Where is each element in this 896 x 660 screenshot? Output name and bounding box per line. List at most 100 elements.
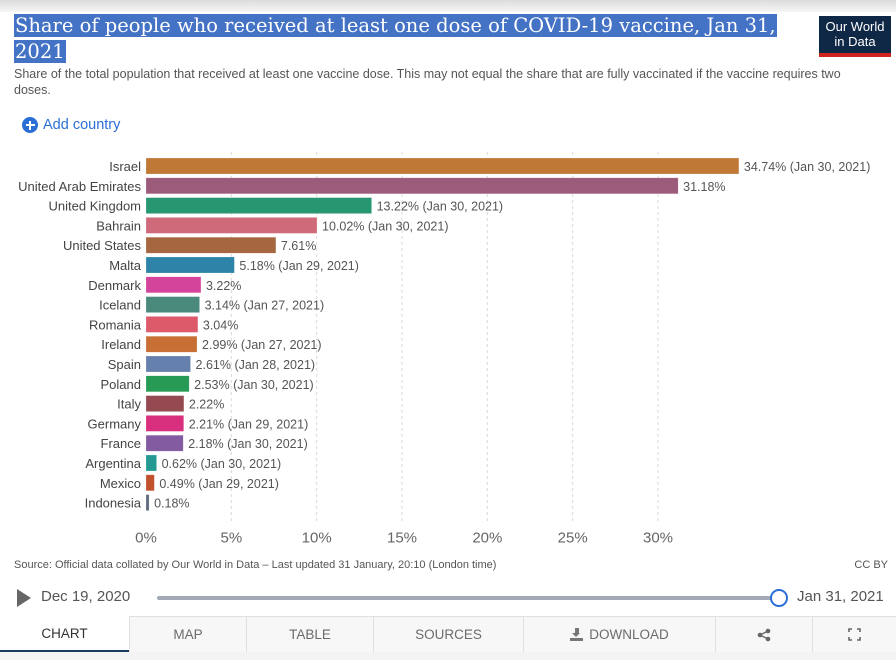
play-icon[interactable] [17, 589, 31, 607]
bar-row[interactable]: Italy 2.22% [117, 395, 224, 412]
value-label: 3.22% [206, 279, 241, 293]
bar[interactable] [145, 474, 155, 492]
category-label: Poland [101, 377, 141, 392]
category-label: United Kingdom [49, 199, 142, 214]
bar-row[interactable]: United States 7.61% [63, 236, 316, 254]
tab-map[interactable]: MAP [129, 616, 246, 652]
tab-sources[interactable]: SOURCES [373, 616, 523, 652]
category-label: Malta [109, 258, 142, 273]
category-label: United Arab Emirates [18, 179, 141, 194]
share-icon [757, 628, 771, 641]
bar[interactable] [145, 454, 157, 472]
value-label: 0.62% (Jan 30, 2021) [162, 457, 282, 471]
value-label: 2.99% (Jan 27, 2021) [202, 338, 322, 352]
value-label: 2.53% (Jan 30, 2021) [194, 378, 314, 392]
x-tick-label: 10% [302, 529, 332, 545]
value-label: 2.18% (Jan 30, 2021) [188, 437, 308, 451]
category-label: Ireland [101, 337, 141, 352]
value-label: 34.74% (Jan 30, 2021) [744, 160, 870, 174]
timeline-track[interactable] [157, 596, 777, 600]
bar-row[interactable]: Mexico 0.49% (Jan 29, 2021) [100, 474, 279, 492]
top-shade [0, 0, 896, 12]
category-label: Iceland [99, 298, 141, 313]
bar-row[interactable]: Indonesia 0.18% [85, 494, 190, 511]
value-label: 2.22% [189, 398, 224, 412]
bar-row[interactable]: Iceland 3.14% (Jan 27, 2021) [99, 296, 325, 313]
category-label: Argentina [85, 456, 141, 471]
bar[interactable] [145, 335, 198, 353]
bar[interactable] [145, 236, 277, 254]
bar-row[interactable]: Malta 5.18% (Jan 29, 2021) [109, 256, 359, 274]
bar[interactable] [145, 197, 372, 214]
bar-row[interactable]: United Arab Emirates 31.18% [18, 177, 726, 195]
bar[interactable] [145, 217, 318, 234]
tab-sources-label: SOURCES [415, 627, 482, 642]
timeline-start-date: Dec 19, 2020 [41, 588, 131, 605]
license-link[interactable]: CC BY [854, 559, 888, 571]
timeline: Dec 19, 2020 Jan 31, 2021 [0, 585, 896, 611]
tab-table-label: TABLE [289, 627, 331, 642]
source-note[interactable]: Source: Official data collated by Our Wo… [14, 559, 497, 571]
bottom-strip [0, 652, 896, 660]
bar[interactable] [145, 415, 184, 432]
bar-row[interactable]: Germany 2.21% (Jan 29, 2021) [88, 415, 309, 432]
category-label: Germany [88, 416, 142, 431]
owid-logo[interactable]: Our World in Data [819, 16, 891, 57]
tab-share[interactable] [715, 616, 812, 652]
value-label: 0.18% [154, 497, 189, 511]
category-label: United States [63, 238, 142, 253]
value-label: 0.49% (Jan 29, 2021) [159, 477, 279, 491]
category-label: Indonesia [85, 496, 142, 511]
category-label: France [101, 436, 141, 451]
x-tick-label: 0% [135, 529, 157, 545]
value-label: 5.18% (Jan 29, 2021) [239, 259, 359, 273]
x-tick-label: 15% [387, 529, 417, 545]
value-label: 7.61% [281, 239, 316, 253]
bar-row[interactable]: United Kingdom 13.22% (Jan 30, 2021) [49, 197, 504, 214]
category-label: Mexico [100, 476, 141, 491]
bar[interactable] [145, 395, 185, 412]
value-label: 3.14% (Jan 27, 2021) [205, 299, 325, 313]
fullscreen-icon [848, 628, 861, 641]
bar[interactable] [145, 316, 199, 333]
bar[interactable] [145, 494, 150, 511]
bar[interactable] [145, 157, 740, 175]
bar-row[interactable]: France 2.18% (Jan 30, 2021) [101, 434, 308, 452]
bar-row[interactable]: Romania 3.04% [89, 316, 238, 333]
value-label: 2.21% (Jan 29, 2021) [189, 417, 309, 431]
value-label: 10.02% (Jan 30, 2021) [322, 219, 448, 233]
value-label: 31.18% [683, 180, 725, 194]
bar-row[interactable]: Denmark 3.22% [88, 276, 241, 294]
add-country-button[interactable]: Add country [22, 117, 120, 133]
x-tick-label: 5% [220, 529, 242, 545]
tab-download[interactable]: DOWNLOAD [523, 616, 715, 652]
title-line-1: Share of people who received at least on… [14, 14, 777, 37]
bar[interactable] [145, 375, 190, 393]
bar-row[interactable]: Argentina 0.62% (Jan 30, 2021) [85, 454, 282, 472]
bar[interactable] [145, 296, 200, 313]
category-label: Bahrain [96, 218, 141, 233]
bar-row[interactable]: Poland 2.53% (Jan 30, 2021) [101, 375, 314, 393]
x-tick-label: 30% [643, 529, 673, 545]
tab-bar: CHART MAP TABLE SOURCES DOWNLOAD [0, 616, 896, 652]
bar[interactable] [145, 276, 202, 294]
bar[interactable] [145, 355, 191, 373]
bar[interactable] [145, 256, 235, 274]
tab-fullscreen[interactable] [812, 616, 896, 652]
tab-table[interactable]: TABLE [246, 616, 373, 652]
download-icon [570, 628, 584, 641]
bar-row[interactable]: Spain 2.61% (Jan 28, 2021) [108, 355, 315, 373]
tab-download-label: DOWNLOAD [589, 627, 669, 642]
x-tick-label: 25% [558, 529, 588, 545]
bar-row[interactable]: Israel 34.74% (Jan 30, 2021) [109, 157, 870, 175]
bar-row[interactable]: Bahrain 10.02% (Jan 30, 2021) [96, 217, 448, 234]
chart-title: Share of people who received at least on… [14, 13, 794, 65]
tab-chart-label: CHART [41, 625, 88, 641]
bar[interactable] [145, 177, 679, 195]
logo-red-bar [819, 53, 891, 57]
bar-row[interactable]: Ireland 2.99% (Jan 27, 2021) [101, 335, 322, 353]
timeline-end-date: Jan 31, 2021 [797, 588, 884, 605]
bar[interactable] [145, 434, 184, 452]
timeline-handle[interactable] [770, 589, 788, 607]
tab-chart[interactable]: CHART [0, 616, 129, 652]
